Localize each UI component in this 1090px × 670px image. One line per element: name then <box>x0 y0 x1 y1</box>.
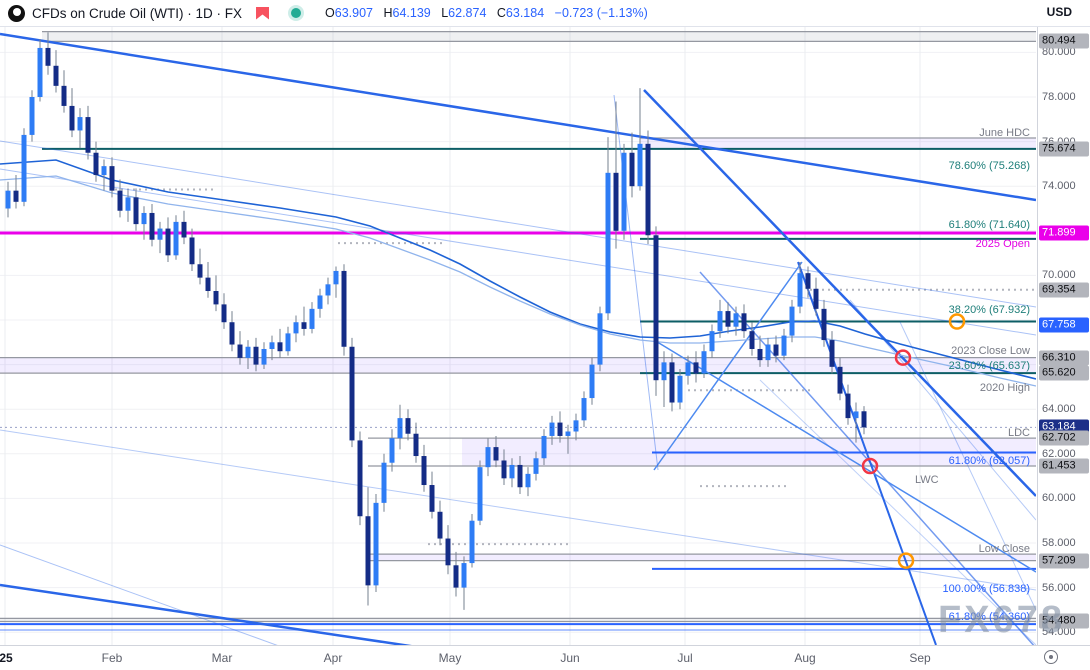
price-tick: 58.000 <box>1042 537 1076 549</box>
high-label: H <box>383 6 393 20</box>
close-label: C <box>496 6 506 20</box>
circle-markers[interactable] <box>861 313 966 569</box>
scale-settings-icon[interactable] <box>1044 650 1058 664</box>
level-bands[interactable] <box>0 31 1036 623</box>
price-tick: 70.000 <box>1042 269 1076 282</box>
price-badge: 75.674 <box>1039 141 1089 157</box>
price-tick: 78.000 <box>1042 91 1076 103</box>
flag-icon[interactable] <box>256 6 270 20</box>
close-value: 63.184 <box>505 6 545 20</box>
time-label-year: 25 <box>0 651 13 665</box>
ohlc-readout: O63.907 H64.139 L62.874 C63.184 −0.723 (… <box>325 6 655 20</box>
price-tick: 56.000 <box>1042 581 1076 594</box>
gridlines <box>0 26 1036 645</box>
candles <box>5 32 867 610</box>
time-label-month: Aug <box>794 651 816 665</box>
price-badge: 80.494 <box>1039 33 1089 49</box>
time-label-month: Sep <box>909 651 931 665</box>
price-tick: 74.000 <box>1042 180 1076 193</box>
price-axis[interactable]: 80.00078.00076.00074.00070.00064.00062.0… <box>1037 26 1090 645</box>
price-badge: 65.620 <box>1039 365 1089 381</box>
open-label: O <box>325 6 335 20</box>
change-value: −0.723 (−1.13%) <box>554 6 648 20</box>
trendlines[interactable] <box>0 32 1036 650</box>
price-tick: 60.000 <box>1042 492 1076 505</box>
price-tick: 80.000 <box>1042 46 1076 59</box>
price-badge: 57.209 <box>1039 553 1089 569</box>
plot-area[interactable] <box>0 26 1036 650</box>
price-badge: 62.702 <box>1039 430 1089 446</box>
low-value: 62.874 <box>448 6 487 20</box>
price-badge: 66.310 <box>1039 350 1089 366</box>
open-value: 63.907 <box>334 6 373 20</box>
time-label-month: Apr <box>323 651 343 665</box>
price-badge: 67.758 <box>1039 317 1089 333</box>
time-label-month: May <box>438 651 462 665</box>
symbol-title[interactable]: CFDs on Crude Oil (WTI) · 1D · FX <box>32 5 243 21</box>
dashed-levels[interactable] <box>115 188 1036 546</box>
price-badge: 61.453 <box>1039 458 1089 474</box>
price-badge: 71.899 <box>1039 225 1089 241</box>
status-dot-icon <box>291 8 302 18</box>
time-label-month: Feb <box>101 651 123 665</box>
time-axis[interactable]: 25 Feb Mar Apr May Jun Jul Aug Sep <box>0 645 1090 670</box>
symbol-logo-icon <box>8 4 25 22</box>
low-label: L <box>441 6 449 20</box>
time-label-month: Mar <box>211 651 233 665</box>
price-badge: 54.480 <box>1039 613 1089 629</box>
high-value: 64.139 <box>392 6 431 20</box>
currency-label: USD <box>1046 5 1072 19</box>
price-tick: 62.000 <box>1042 447 1076 460</box>
price-tick: 54.000 <box>1042 626 1076 639</box>
time-label-month: Jun <box>560 651 580 665</box>
moving-averages <box>0 159 1036 387</box>
price-badge: 69.354 <box>1039 282 1089 298</box>
time-label-month: Jul <box>677 651 693 665</box>
toolbar: CFDs on Crude Oil (WTI) · 1D · FX O63.90… <box>0 0 1090 27</box>
price-tick: 64.000 <box>1042 403 1076 416</box>
